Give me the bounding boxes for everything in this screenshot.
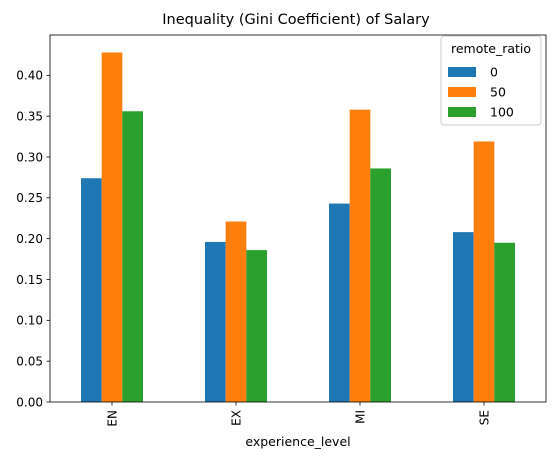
x-axis-label: experience_level [245,434,350,449]
bar-se-100 [494,242,515,402]
bar-ex-50 [225,221,247,402]
legend-title: remote_ratio [451,41,531,56]
y-tick-label: 0.15 [16,273,43,287]
y-tick-label: 0.20 [16,232,43,246]
legend-label-0: 0 [490,65,498,80]
bar-en-0 [81,178,102,402]
y-tick-label: 0.10 [16,314,43,328]
bar-mi-100 [370,168,391,402]
y-tick-label: 0.35 [16,109,43,123]
bar-mi-0 [329,203,350,402]
legend-swatch-100 [448,107,476,117]
chart-title: Inequality (Gini Coefficient) of Salary [162,12,430,28]
x-tick-label-ex: EX [229,410,243,426]
x-tick-label-mi: MI [353,410,367,424]
legend-items: 0 50 100 [448,65,514,120]
y-tick-label: 0.00 [16,395,43,409]
y-tick-label: 0.40 [16,69,43,83]
bar-ex-0 [205,241,226,402]
y-tick-label: 0.25 [16,191,43,205]
bar-en-100 [122,111,143,403]
legend-swatch-50 [448,87,476,97]
legend-swatch-0 [448,67,476,77]
x-axis: EN EX MI SE [105,402,491,427]
plot-frame [49,34,547,403]
legend-frame [440,35,542,126]
bar-mi-50 [349,109,371,402]
y-tick-label: 0.30 [16,150,43,164]
bar-en-50 [101,52,123,402]
legend-label-50: 50 [490,85,506,100]
bar-ex-100 [246,250,267,402]
y-tick-label: 0.05 [16,354,43,368]
bar-se-50 [473,141,495,403]
y-axis: 0.00 0.05 0.10 0.15 0.20 0.25 0.30 0.35 0.40 [16,69,50,409]
x-tick-label-se: SE [477,410,491,425]
legend: remote_ratio 0 50 100 [440,35,542,126]
bars-group [81,52,515,403]
bar-se-0 [453,232,474,402]
legend-label-100: 100 [490,105,514,120]
x-tick-label-en: EN [105,410,119,427]
